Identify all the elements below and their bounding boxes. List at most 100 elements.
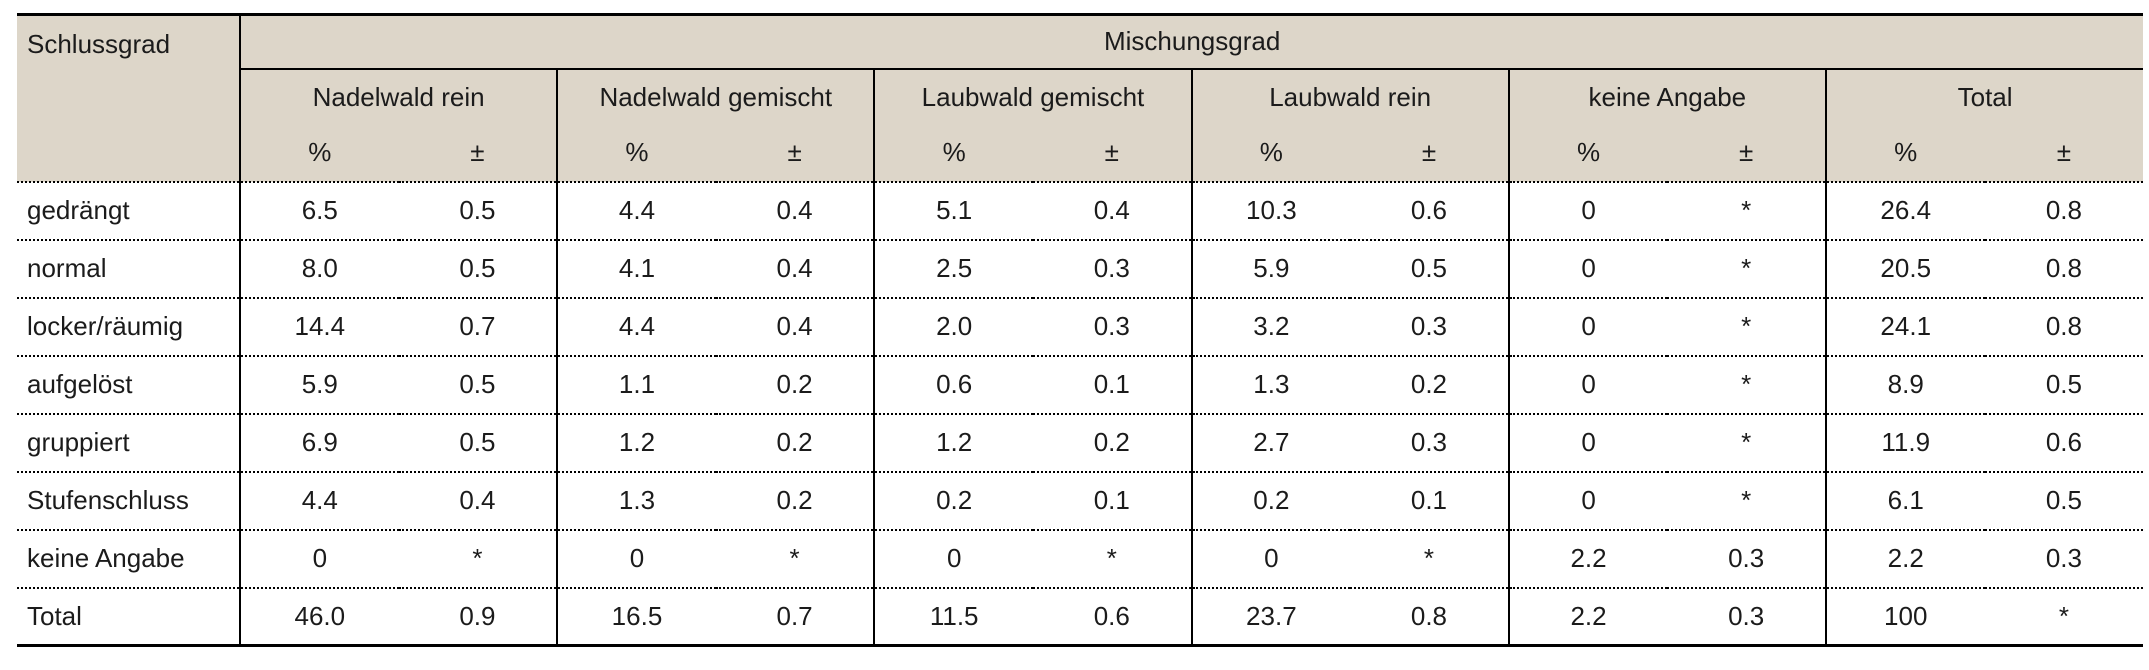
pm-header: ± <box>1350 124 1509 183</box>
top-header-row: Schlussgrad Mischungsgrad <box>17 14 2144 183</box>
row-label: keine Angabe <box>17 529 240 589</box>
cell-value: 1.1 <box>556 355 716 415</box>
cell-value: 0.7 <box>715 587 875 647</box>
cell-value: 6.5 <box>239 181 399 241</box>
cell-value: 0 <box>1507 471 1668 531</box>
cell-value: 16.5 <box>556 587 716 647</box>
cell-value: 0 <box>1507 355 1668 415</box>
cell-value: 5.1 <box>873 181 1033 241</box>
cell-value: 0.6 <box>1984 413 2144 473</box>
pm-header: ± <box>1667 124 1826 183</box>
cell-value: 0.5 <box>398 239 558 299</box>
unit-header-row: % ±% ±% ±% ±% ±% ± <box>17 124 2144 183</box>
cell-value: 100 <box>1824 587 1985 647</box>
cell-value: 46.0 <box>239 587 399 647</box>
cell-value: 14.4 <box>239 297 399 357</box>
percent-header: % <box>873 124 1033 183</box>
group-header-laubwald-gemischt: Laubwald gemischt <box>873 68 1192 125</box>
cell-value: 0.4 <box>1032 181 1192 241</box>
cell-value: 3.2 <box>1190 297 1351 357</box>
cell-value: 8.0 <box>239 239 399 299</box>
table-row-gedraengt: gedrängt 6.5 0.5 4.4 0.4 5.1 0.4 10.3 0.6 0 * 26.4 0… <box>17 181 2144 241</box>
cell-value: 0.3 <box>1032 297 1192 357</box>
cell-value: 10.3 <box>1190 181 1351 241</box>
cell-value: 0.2 <box>873 471 1033 531</box>
cell-value: 4.4 <box>556 297 716 357</box>
group-header-nadelwald-rein: Nadelwald rein <box>238 68 558 125</box>
cell-value: 5.9 <box>239 355 399 415</box>
row-label: gruppiert <box>17 413 240 473</box>
cell-value: * <box>715 529 875 589</box>
cell-value: * <box>1667 181 1826 241</box>
cell-value: 2.5 <box>873 239 1033 299</box>
table-row-total: Total 46.0 0.9 16.5 0.7 11.5 0.6 23.7 0.8 2.2 0.3 1… <box>17 587 2144 647</box>
cell-value: 0.4 <box>398 471 558 531</box>
pm-header: ± <box>1032 124 1192 183</box>
table-row-stufenschluss: Stufenschluss 4.4 0.4 1.3 0.2 0.2 0.1 0.2 0.1 0 * 6… <box>17 471 2144 531</box>
group-header-keine-angabe: keine Angabe <box>1507 68 1826 125</box>
cell-value: 0.8 <box>1984 239 2144 299</box>
cell-value: 4.4 <box>239 471 399 531</box>
corner-header-schlussgrad: Schlussgrad <box>17 14 240 183</box>
group-header-total: Total <box>1824 68 2144 125</box>
table-row-locker-raeumig: locker/räumig 14.4 0.7 4.4 0.4 2.0 0.3 3.2 0.3 0 *… <box>17 297 2144 357</box>
cell-value: 0.9 <box>398 587 558 647</box>
row-label: normal <box>17 239 240 299</box>
cell-value: 1.2 <box>556 413 716 473</box>
cell-value: 4.4 <box>556 181 716 241</box>
pm-header: ± <box>1984 124 2144 183</box>
cell-value: 0.5 <box>1984 471 2144 531</box>
cell-value: * <box>1032 529 1192 589</box>
group-header-laubwald-rein: Laubwald rein <box>1190 68 1509 125</box>
cell-value: 1.3 <box>556 471 716 531</box>
cell-value: * <box>1984 587 2144 647</box>
cell-value: 8.9 <box>1824 355 1985 415</box>
cell-value: 0.5 <box>1350 239 1509 299</box>
cell-value: 0.2 <box>715 471 875 531</box>
cell-value: 4.1 <box>556 239 716 299</box>
table-body: gedrängt 6.5 0.5 4.4 0.4 5.1 0.4 10.3 0.6 0 * 26.4 0… <box>17 181 2144 647</box>
cell-value: 0.5 <box>398 413 558 473</box>
cell-value: 2.2 <box>1507 587 1668 647</box>
cell-value: 2.0 <box>873 297 1033 357</box>
row-label: Stufenschluss <box>17 471 240 531</box>
cell-value: 0.3 <box>1350 297 1509 357</box>
cell-value: 0.8 <box>1350 587 1509 647</box>
row-label: gedrängt <box>17 181 240 241</box>
pm-header: ± <box>398 124 558 183</box>
cell-value: 0.8 <box>1984 181 2144 241</box>
cell-value: 0.1 <box>1350 471 1509 531</box>
schlussgrad-mischungsgrad-table: Schlussgrad Mischungsgrad Nadelwald rein… <box>17 13 2144 647</box>
cell-value: 24.1 <box>1824 297 1985 357</box>
cell-value: 0.6 <box>1350 181 1509 241</box>
percent-header: % <box>1824 124 1985 183</box>
cell-value: 0.5 <box>398 181 558 241</box>
percent-header: % <box>556 124 716 183</box>
cell-value: 0 <box>1507 239 1668 299</box>
cell-value: 0.3 <box>1350 413 1509 473</box>
cell-value: 11.9 <box>1824 413 1985 473</box>
cell-value: 0.4 <box>715 181 875 241</box>
table-row-keine-angabe: keine Angabe 0 * 0 * 0 * 0 * 2.2 0.3 2.2 0.3 <box>17 529 2144 589</box>
cell-value: 0.3 <box>1667 529 1826 589</box>
cell-value: 26.4 <box>1824 181 1985 241</box>
cell-value: 0.8 <box>1984 297 2144 357</box>
cell-value: 0.6 <box>873 355 1033 415</box>
percent-header: % <box>1507 124 1668 183</box>
cell-value: 2.2 <box>1824 529 1985 589</box>
cell-value: 5.9 <box>1190 239 1351 299</box>
top-header-mischungsgrad: Mischungsgrad <box>238 14 2144 70</box>
row-label: Total <box>17 587 240 647</box>
group-header-nadelwald-gemischt: Nadelwald gemischt <box>556 68 875 125</box>
cell-value: 0 <box>1507 413 1668 473</box>
cell-value: 0.5 <box>398 355 558 415</box>
cell-value: * <box>1667 471 1826 531</box>
cell-value: 6.1 <box>1824 471 1985 531</box>
cell-value: 11.5 <box>873 587 1033 647</box>
percent-header: % <box>239 124 399 183</box>
cell-value: 0 <box>873 529 1033 589</box>
cell-value: 0.2 <box>1350 355 1509 415</box>
cell-value: 0 <box>239 529 399 589</box>
cell-value: 0.2 <box>715 355 875 415</box>
